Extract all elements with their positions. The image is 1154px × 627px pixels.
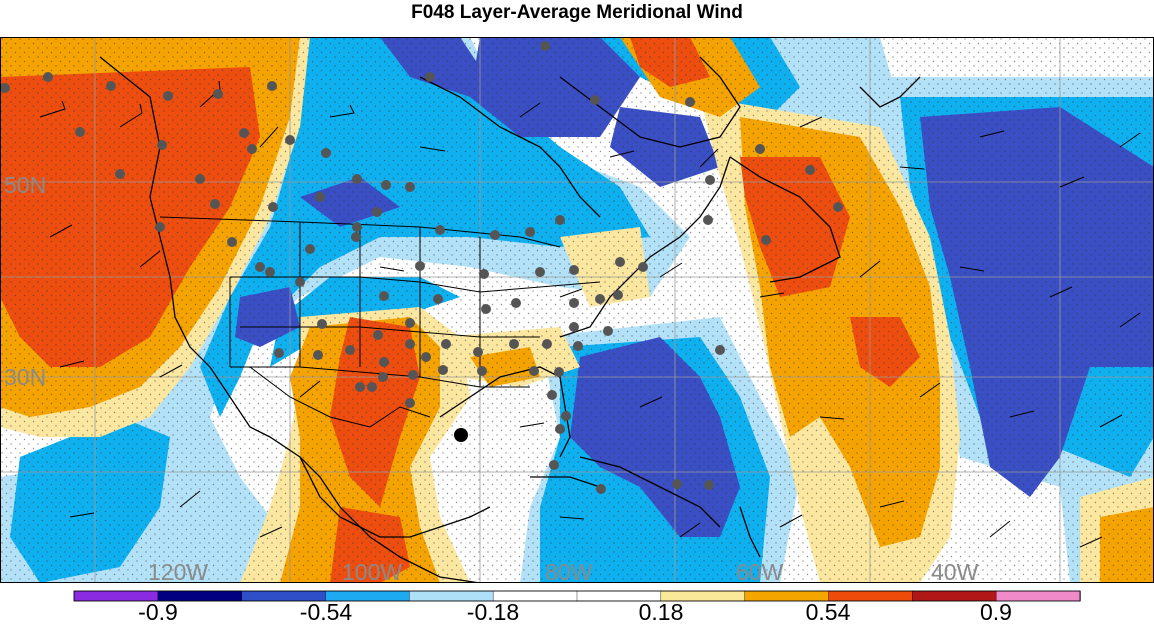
colorbar-frame (73, 590, 1081, 602)
lat-label-30n: 30N (4, 364, 46, 390)
wind-barbs (39, 80, 1141, 548)
lon-label-100w: 100W (342, 559, 402, 583)
coastlines (99, 56, 921, 583)
colorbar-tick-label: -0.18 (467, 599, 519, 622)
colorbar-tick-label: -0.9 (138, 599, 178, 622)
political-borders (159, 216, 601, 428)
lat-label-50n: 50N (4, 172, 46, 198)
lon-label-40w: 40W (931, 559, 979, 583)
colorbar-tick-label: 0.9 (980, 599, 1012, 622)
colorbar: -0.9 -0.54 -0.18 0.18 0.54 0.9 (0, 588, 1154, 625)
map-title: F048 Layer-Average Meridional Wind (411, 2, 743, 23)
longitude-labels: 120W 100W 80W 60W 40W (148, 559, 979, 583)
highlight-marker (454, 428, 468, 442)
lon-label-60w: 60W (736, 559, 784, 583)
colorbar-tick-label: 0.54 (806, 599, 851, 622)
colorbar-tick-label: 0.18 (639, 599, 684, 622)
lon-label-80w: 80W (545, 559, 593, 583)
colorbar-tick-label: -0.54 (300, 599, 353, 622)
station-markers (0, 41, 843, 494)
lon-label-120w: 120W (148, 559, 208, 583)
meridional-wind-map: 50N 30N 120W 100W 80W 60W 40W (0, 37, 1154, 583)
latitude-labels: 50N 30N (4, 172, 46, 390)
colorbar-cells (73, 590, 1081, 602)
